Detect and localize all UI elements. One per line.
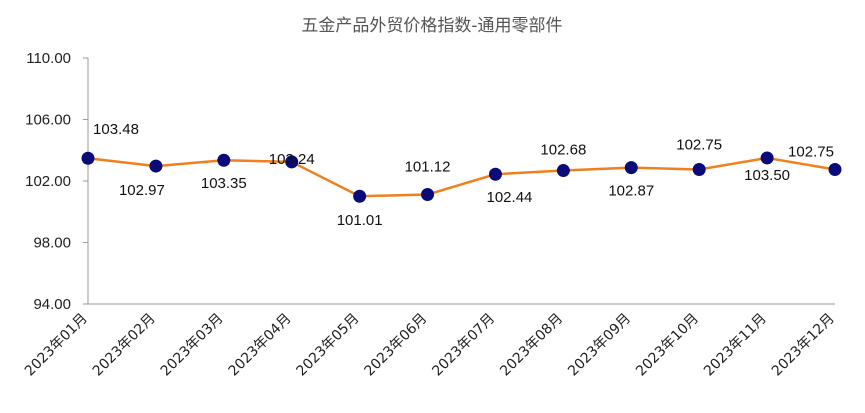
x-tick-label: 2023年04月 — [226, 311, 295, 380]
data-label: 103.50 — [744, 167, 790, 184]
data-label: 103.24 — [269, 151, 315, 168]
data-point — [828, 162, 842, 176]
data-label: 102.68 — [540, 142, 586, 159]
x-tick-label: 2023年06月 — [361, 311, 430, 380]
data-point — [488, 167, 502, 181]
data-point — [556, 164, 570, 178]
x-tick-label: 2023年10月 — [633, 311, 702, 380]
x-axis-ticks: 2023年01月2023年02月2023年03月2023年04月2023年05月… — [22, 311, 838, 380]
chart-title: 五金产品外贸价格指数-通用零部件 — [301, 16, 562, 36]
data-point — [692, 162, 706, 176]
data-point — [81, 151, 95, 165]
data-label: 102.97 — [119, 182, 165, 199]
data-point — [285, 155, 299, 169]
data-label: 101.01 — [337, 212, 383, 229]
data-label: 101.12 — [405, 159, 451, 176]
data-point — [149, 159, 163, 173]
series-group — [81, 151, 842, 203]
y-tick-label: 106.00 — [25, 112, 71, 129]
x-tick-label: 2023年02月 — [90, 311, 159, 380]
x-tick-label: 2023年01月 — [22, 311, 91, 380]
data-label: 102.87 — [608, 183, 654, 200]
data-labels: 103.48 102.97 103.35 103.24 101.01 101.12 102.… — [93, 121, 834, 229]
data-label: 103.35 — [201, 175, 247, 192]
x-tick-label: 2023年08月 — [497, 311, 566, 380]
x-tick-label: 2023年11月 — [701, 311, 770, 380]
x-tick-label: 2023年03月 — [158, 311, 227, 380]
y-tick-label: 98.00 — [33, 235, 71, 252]
data-point — [353, 189, 367, 203]
y-tick-label: 110.00 — [26, 50, 71, 67]
x-tick-label: 2023年12月 — [769, 311, 838, 380]
y-tick-label: 94.00 — [33, 296, 71, 313]
data-label: 102.44 — [487, 189, 533, 206]
data-point — [217, 153, 231, 167]
data-label: 102.75 — [676, 136, 722, 153]
x-tick-label: 2023年07月 — [429, 311, 498, 380]
data-point — [760, 151, 774, 165]
data-point — [421, 188, 435, 202]
data-label: 103.48 — [93, 121, 139, 138]
data-point — [624, 161, 638, 175]
x-tick-label: 2023年09月 — [565, 311, 634, 380]
y-tick-label: 102.00 — [25, 173, 71, 190]
y-axis-ticks: 94.00 98.00 102.00 106.00 110.00 — [25, 50, 88, 313]
x-tick-label: 2023年05月 — [294, 311, 363, 380]
data-label: 102.75 — [788, 143, 834, 160]
series-line — [87, 156, 836, 198]
